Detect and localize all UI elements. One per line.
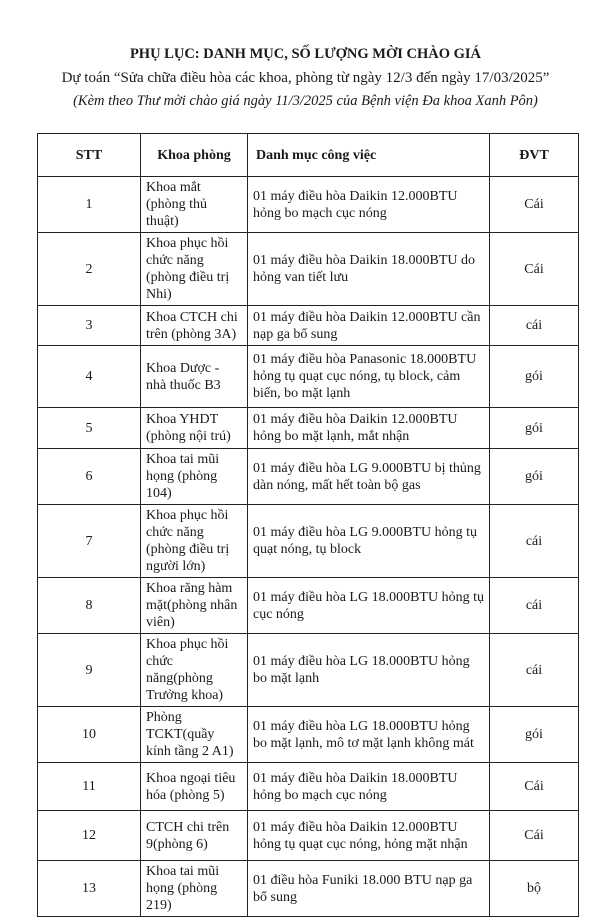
- row-unit: Cái: [489, 232, 579, 306]
- row-unit: gói: [489, 345, 579, 408]
- document-title: PHỤ LỤC: DANH MỤC, SỐ LƯỢNG MỜI CHÀO GIÁ: [129, 46, 482, 62]
- row-work: 01 máy điều hòa LG 9.000BTU bị thủng dàn…: [247, 448, 490, 505]
- row-work: 01 máy điều hòa Daikin 18.000BTU do hỏng…: [247, 232, 490, 306]
- row-unit: gói: [489, 706, 579, 763]
- row-unit: gói: [489, 407, 579, 449]
- table-row: 9 Khoa phục hồi chức năng(phòng Trưởng kh…: [37, 633, 579, 707]
- row-department: Khoa phục hồi chức năng(phòng Trưởng kho…: [140, 633, 248, 707]
- row-work: 01 máy điều hòa LG 18.000BTU hỏng bo mặt…: [247, 706, 490, 763]
- row-stt: 2: [37, 232, 141, 306]
- row-stt: 3: [37, 305, 141, 346]
- row-department: CTCH chi trên 9(phòng 6): [140, 810, 248, 861]
- row-unit: bộ: [489, 860, 579, 917]
- table-row: 12 CTCH chi trên 9(phòng 6) 01 máy điều hò…: [37, 810, 579, 861]
- row-department: Khoa răng hàm mặt(phòng nhân viên): [140, 577, 248, 634]
- row-stt: 11: [37, 762, 141, 811]
- row-stt: 8: [37, 577, 141, 634]
- row-unit: Cái: [489, 810, 579, 861]
- table-row: 5 Khoa YHDT (phòng nội trú) 01 máy điều hò…: [37, 407, 579, 449]
- row-department: Khoa phục hồi chức năng (phòng điều trị …: [140, 504, 248, 578]
- row-stt: 12: [37, 810, 141, 861]
- col-unit: ĐVT: [489, 133, 579, 177]
- row-department: Khoa mắt (phòng thủ thuật): [140, 176, 248, 233]
- row-unit: cái: [489, 577, 579, 634]
- row-stt: 7: [37, 504, 141, 578]
- row-unit: cái: [489, 504, 579, 578]
- row-stt: 6: [37, 448, 141, 505]
- row-unit: cái: [489, 633, 579, 707]
- table-row: 4 Khoa Dược - nhà thuốc B3 01 máy điều hòa…: [37, 345, 579, 408]
- row-work: 01 máy điều hòa LG 18.000BTU hỏng bo mặt…: [247, 633, 490, 707]
- col-department: Khoa phòng: [140, 133, 248, 177]
- row-stt: 5: [37, 407, 141, 449]
- table-row: 13 Khoa tai mũi họng (phòng 219) 01 điều h…: [37, 860, 579, 917]
- row-department: Khoa ngoại tiêu hóa (phòng 5): [140, 762, 248, 811]
- col-stt: STT: [37, 133, 141, 177]
- row-work: 01 máy điều hòa Daikin 12.000BTU hỏng tụ…: [247, 810, 490, 861]
- table-header-row: STT Khoa phòng Danh mục công việc ĐVT: [37, 133, 579, 177]
- row-work: 01 điều hòa Funiki 18.000 BTU nạp ga bổ …: [247, 860, 490, 917]
- row-work: 01 máy điều hòa Daikin 12.000BTU hỏng bo…: [247, 407, 490, 449]
- row-work: 01 máy điều hòa Daikin 12.000BTU hỏng bo…: [247, 176, 490, 233]
- row-department: Khoa phục hồi chức năng (phòng điều trị …: [140, 232, 248, 306]
- table-row: 6 Khoa tai mũi họng (phòng 104) 01 máy điề…: [37, 448, 579, 505]
- col-work: Danh mục công việc: [247, 133, 490, 177]
- document-subtitle: Dự toán “Sửa chữa điều hòa các khoa, phò…: [61, 70, 550, 86]
- row-department: Phòng TCKT(quầy kính tầng 2 A1): [140, 706, 248, 763]
- row-department: Khoa tai mũi họng (phòng 104): [140, 448, 248, 505]
- table-row: 8 Khoa răng hàm mặt(phòng nhân viên) 01 má…: [37, 577, 579, 634]
- table-row: 2 Khoa phục hồi chức năng (phòng điều trị…: [37, 232, 579, 306]
- row-work: 01 máy điều hòa Daikin 18.000BTU hỏng bo…: [247, 762, 490, 811]
- row-department: Khoa YHDT (phòng nội trú): [140, 407, 248, 449]
- row-stt: 4: [37, 345, 141, 408]
- row-unit: Cái: [489, 176, 579, 233]
- row-stt: 10: [37, 706, 141, 763]
- table-row: 7 Khoa phục hồi chức năng (phòng điều trị…: [37, 504, 579, 578]
- row-department: Khoa Dược - nhà thuốc B3: [140, 345, 248, 408]
- document-note: (Kèm theo Thư mời chào giá ngày 11/3/202…: [73, 93, 538, 109]
- row-stt: 1: [37, 176, 141, 233]
- row-work: 01 máy điều hòa LG 9.000BTU hỏng tụ quạt…: [247, 504, 490, 578]
- row-department: Khoa tai mũi họng (phòng 219): [140, 860, 248, 917]
- row-work: 01 máy điều hòa Panasonic 18.000BTU hỏng…: [247, 345, 490, 408]
- row-work: 01 máy điều hòa Daikin 12.000BTU cần nạp…: [247, 305, 490, 346]
- row-unit: cái: [489, 305, 579, 346]
- row-stt: 9: [37, 633, 141, 707]
- row-unit: gói: [489, 448, 579, 505]
- row-unit: Cái: [489, 762, 579, 811]
- table-row: 3 Khoa CTCH chi trên (phòng 3A) 01 máy điề…: [37, 305, 579, 346]
- row-department: Khoa CTCH chi trên (phòng 3A): [140, 305, 248, 346]
- table-row: 10 Phòng TCKT(quầy kính tầng 2 A1) 01 máy …: [37, 706, 579, 763]
- row-stt: 13: [37, 860, 141, 917]
- row-work: 01 máy điều hòa LG 18.000BTU hỏng tụ cục…: [247, 577, 490, 634]
- table-row: 1 Khoa mắt (phòng thủ thuật) 01 máy điều h…: [37, 176, 579, 233]
- table-row: 11 Khoa ngoại tiêu hóa (phòng 5) 01 máy đi…: [37, 762, 579, 811]
